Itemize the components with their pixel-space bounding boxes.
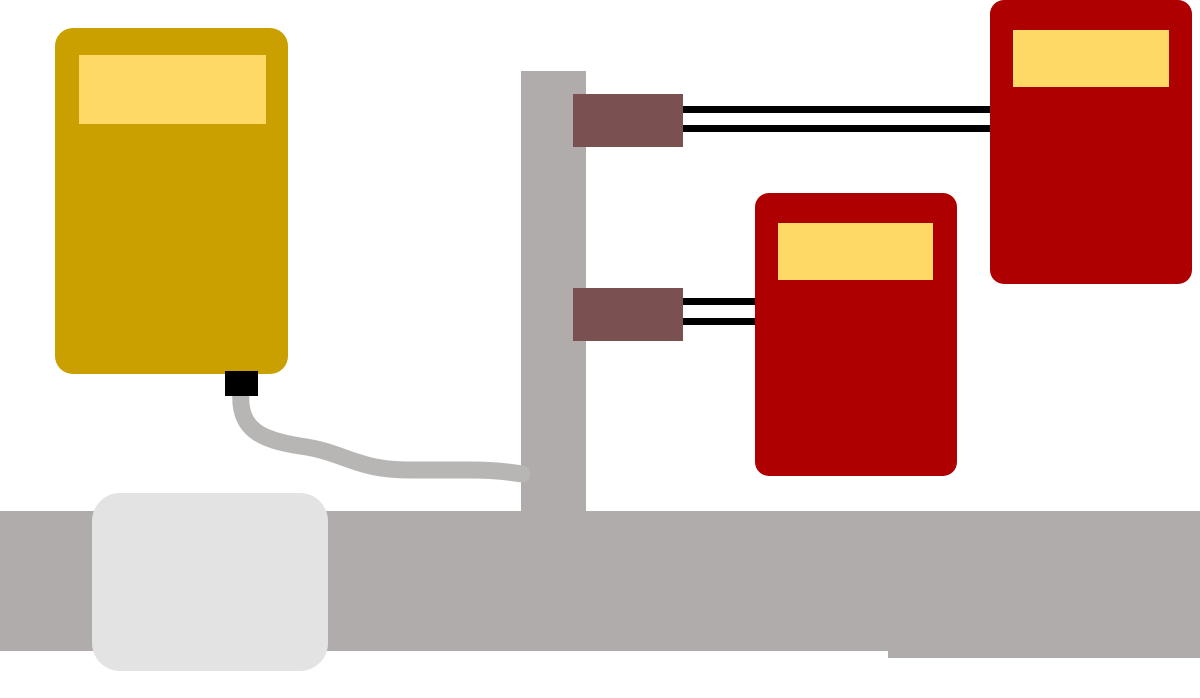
main-meter-plug	[225, 371, 258, 396]
ground-beam-base-right	[888, 640, 1200, 658]
lower-wire-top	[683, 298, 755, 305]
side-panel	[92, 493, 328, 671]
upper-wire-top	[683, 106, 990, 113]
connector-lower	[573, 288, 683, 341]
sub-meter-upper-display	[1013, 30, 1169, 87]
connector-upper	[573, 94, 683, 147]
lower-wire-bottom	[683, 318, 755, 325]
meter-cable	[232, 383, 531, 483]
upper-wire-bottom	[683, 125, 990, 132]
main-meter-display	[79, 55, 266, 124]
sub-meter-lower-display	[778, 223, 933, 280]
